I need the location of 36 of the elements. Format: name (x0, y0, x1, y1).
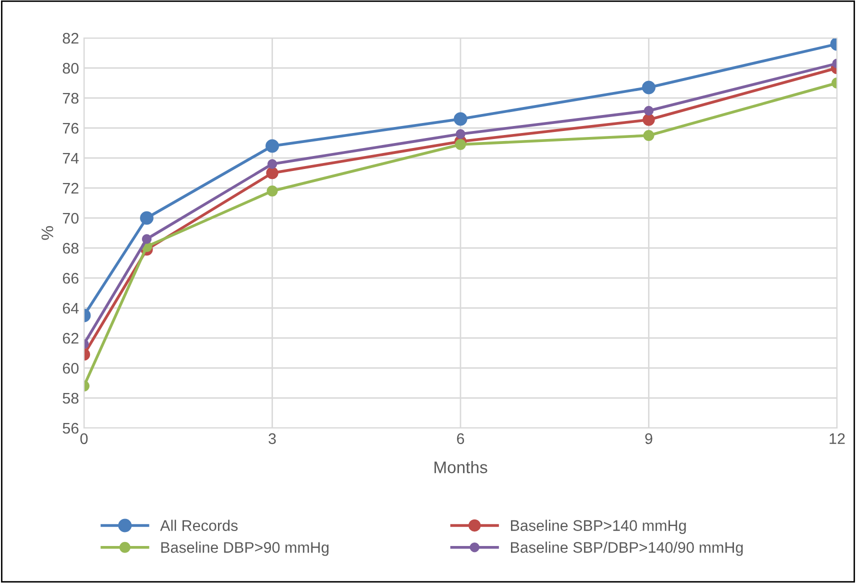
x-tick-label: 9 (645, 433, 652, 444)
y-tick-label: 82 (62, 32, 78, 44)
legend-label: Baseline SBP>140 mmHg (510, 520, 686, 534)
x-axis-title: Months (434, 460, 488, 474)
point (642, 80, 656, 94)
point (267, 159, 278, 169)
legend-label: Baseline DBP>90 mmHg (161, 542, 328, 556)
y-tick-label: 72 (62, 182, 78, 194)
point (266, 166, 278, 180)
x-tick-label: 0 (80, 433, 88, 444)
point (455, 139, 466, 150)
legend-label: All Records (160, 520, 238, 531)
y-tick-label: 64 (62, 302, 79, 314)
y-tick-label: 70 (62, 212, 79, 224)
y-tick-label: 56 (62, 422, 78, 434)
x-tick-label: 6 (457, 433, 464, 444)
x-tick-label: 3 (268, 433, 276, 444)
y-tick-label: 66 (62, 272, 78, 284)
point (644, 106, 654, 116)
y-tick-label: 68 (62, 242, 78, 254)
point (643, 130, 654, 141)
point (266, 139, 279, 153)
y-tick-label: 76 (62, 122, 78, 134)
x-tick-label: 12 (830, 433, 845, 444)
y-tick-label: 62 (62, 332, 78, 344)
y-tick-label: 74 (62, 153, 79, 164)
point (642, 114, 655, 126)
point (454, 112, 468, 126)
point (266, 186, 278, 196)
y-tick-label: 60 (62, 362, 79, 374)
point (456, 129, 466, 139)
y-tick-label: 80 (62, 62, 79, 74)
y-tick-label: 58 (62, 392, 78, 404)
y-tick-label: 78 (62, 92, 78, 104)
legend-label: Baseline SBP/DBP>140/90 mmHg (510, 542, 743, 556)
y-axis-title: % (42, 226, 54, 240)
